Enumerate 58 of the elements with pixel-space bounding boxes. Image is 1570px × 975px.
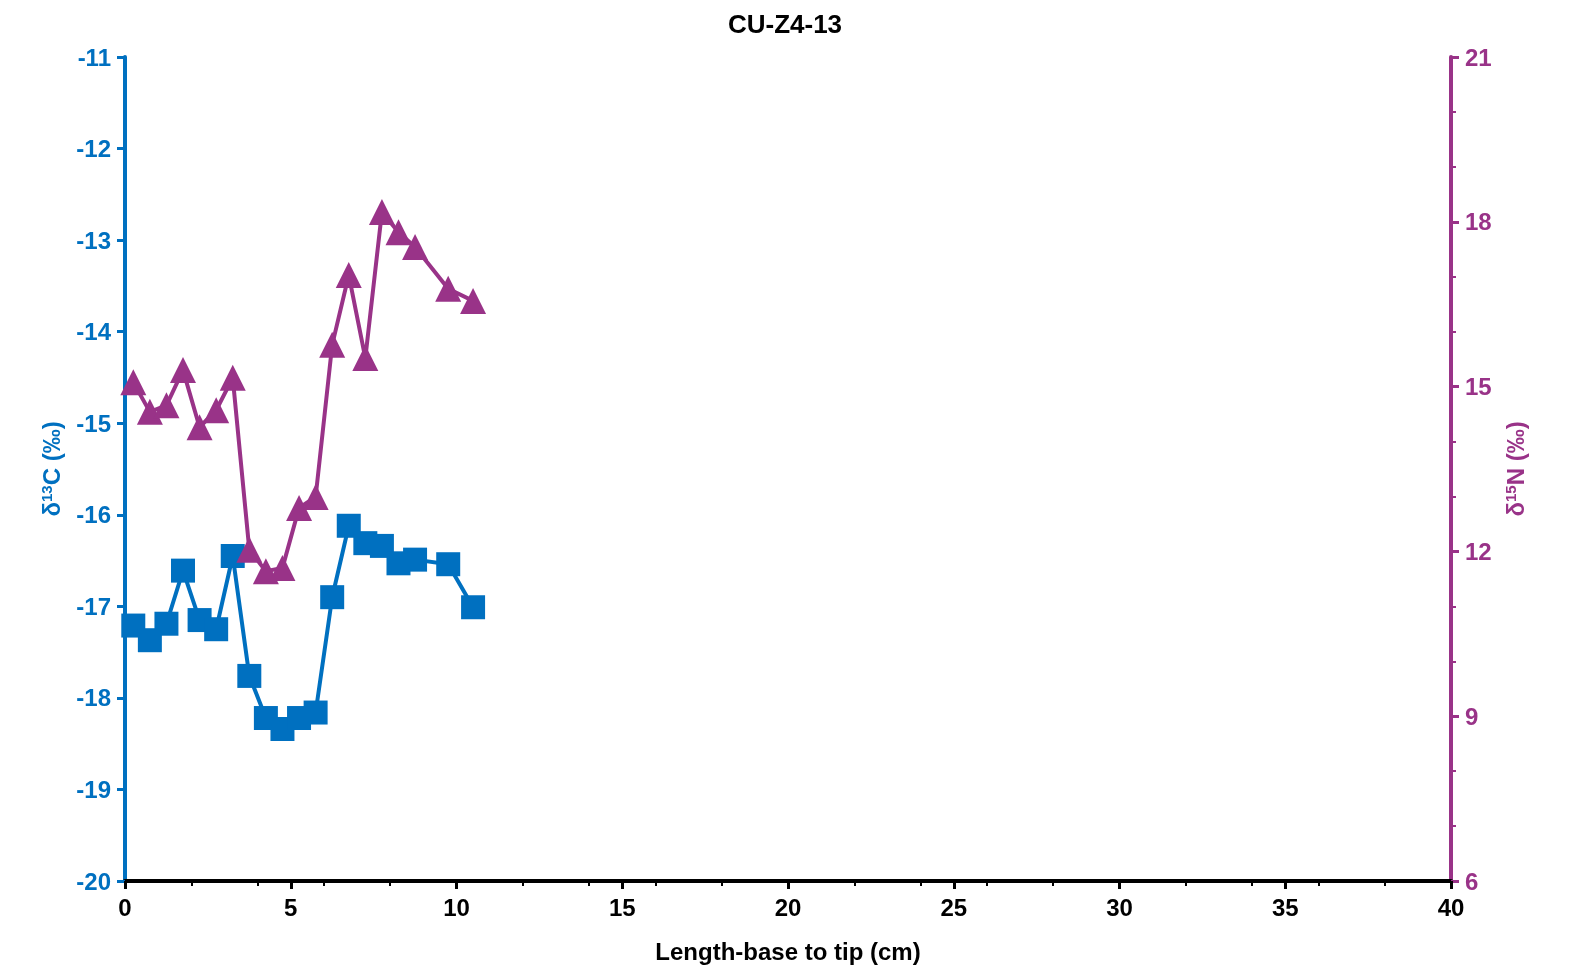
point	[286, 495, 313, 521]
x-tick-label: 35	[1271, 893, 1299, 921]
y-tick-label: -17	[76, 592, 111, 620]
point	[237, 663, 262, 688]
point	[402, 234, 429, 261]
point	[170, 357, 197, 384]
point	[369, 533, 394, 558]
point	[252, 558, 279, 585]
point	[153, 392, 180, 419]
y-tick-label: -19	[76, 775, 111, 803]
point	[136, 398, 163, 425]
y-tick-label: -14	[76, 318, 112, 346]
point	[219, 364, 246, 391]
point	[435, 275, 462, 302]
point	[203, 397, 230, 424]
x-tick-label: 25	[940, 893, 968, 921]
y2-tick-label: 12	[1465, 537, 1492, 565]
x-axis-title: Length-base to tip (cm)	[655, 937, 921, 965]
y2-tick-label: 6	[1465, 867, 1479, 895]
x-tick-label: 30	[1106, 893, 1133, 921]
point	[303, 700, 328, 725]
point	[336, 513, 361, 538]
y2-tick-label: 18	[1465, 208, 1492, 236]
point	[302, 484, 329, 511]
point	[186, 414, 213, 441]
x-tick-label: 0	[118, 893, 132, 921]
x-tick-label: 40	[1437, 893, 1465, 921]
y-tick-label: -18	[76, 684, 111, 712]
y-axis-title: δ13C (‰)	[37, 421, 65, 517]
y-tick-label: -15	[76, 409, 111, 437]
point	[120, 369, 147, 396]
y2-tick-label: 9	[1465, 702, 1479, 730]
point	[154, 611, 179, 636]
point	[335, 262, 362, 289]
point	[236, 536, 263, 563]
point	[319, 331, 346, 358]
point	[368, 198, 395, 225]
point	[204, 617, 229, 642]
point	[171, 558, 196, 583]
chart-title: CU-Z4-13	[727, 9, 843, 39]
y-tick-label: -16	[76, 501, 111, 529]
y-tick-label: -12	[76, 135, 111, 163]
x-tick-label: 10	[443, 893, 470, 921]
point	[385, 219, 412, 246]
y2-tick-label: 15	[1465, 373, 1492, 401]
x-tick-label: 15	[608, 893, 636, 921]
y2-tick-label: 21	[1465, 43, 1492, 71]
point	[320, 585, 345, 610]
x-tick-label: 5	[284, 893, 298, 921]
point	[460, 287, 487, 314]
point	[461, 595, 486, 620]
point	[403, 547, 428, 572]
y2-axis-title: δ15N (‰)	[1501, 421, 1529, 517]
x-tick-label: 20	[774, 893, 802, 921]
point	[436, 552, 461, 577]
y-tick-label: -20	[76, 867, 111, 895]
y-tick-label: -13	[76, 226, 111, 254]
y-tick-label: -11	[77, 43, 111, 71]
